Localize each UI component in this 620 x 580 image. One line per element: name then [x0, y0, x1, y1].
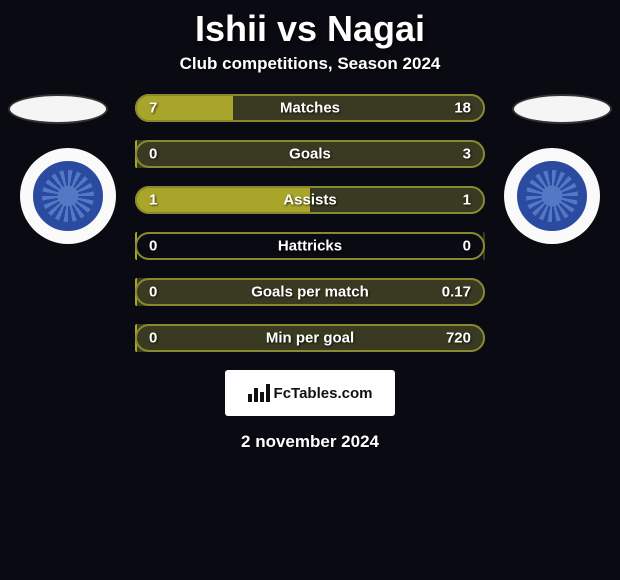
metric-label: Goals — [289, 146, 331, 163]
metric-label: Goals per match — [251, 284, 369, 301]
metric-label: Matches — [280, 100, 340, 117]
metric-row: 7 18 Matches — [135, 94, 485, 122]
club-badge-left — [20, 148, 116, 244]
metric-row: 0 3 Goals — [135, 140, 485, 168]
comparison-content: 7 18 Matches 0 3 Goals 1 1 Assists 0 0 Hattricks 0 0.… — [0, 94, 620, 452]
metric-value-right: 0 — [463, 238, 471, 255]
metric-label: Min per goal — [266, 330, 354, 347]
metric-value-left: 1 — [149, 192, 157, 209]
metric-value-right: 1 — [463, 192, 471, 209]
brand-text: FcTables.com — [274, 385, 373, 402]
metric-value-left: 0 — [149, 284, 157, 301]
club-crest-icon — [517, 161, 587, 231]
metric-fill-left — [135, 232, 137, 260]
club-badge-right — [504, 148, 600, 244]
metric-value-right: 720 — [446, 330, 471, 347]
metric-row: 0 0.17 Goals per match — [135, 278, 485, 306]
player-left-name-plate — [8, 94, 108, 124]
metric-fill-right — [483, 232, 485, 260]
page-title: Ishii vs Nagai — [0, 0, 620, 54]
metric-value-right: 18 — [454, 100, 471, 117]
metric-value-left: 0 — [149, 238, 157, 255]
metric-row: 0 720 Min per goal — [135, 324, 485, 352]
brand-badge: FcTables.com — [225, 370, 395, 416]
player-right-name-plate — [512, 94, 612, 124]
metric-label: Assists — [283, 192, 336, 209]
club-crest-icon — [33, 161, 103, 231]
metric-value-right: 0.17 — [442, 284, 471, 301]
metric-row: 1 1 Assists — [135, 186, 485, 214]
metric-value-left: 0 — [149, 330, 157, 347]
metric-row: 0 0 Hattricks — [135, 232, 485, 260]
metric-fill-right — [233, 94, 485, 122]
metric-label: Hattricks — [278, 238, 342, 255]
metric-value-left: 0 — [149, 146, 157, 163]
metric-bars-container: 7 18 Matches 0 3 Goals 1 1 Assists 0 0 Hattricks 0 0.… — [135, 94, 485, 352]
page-subtitle: Club competitions, Season 2024 — [0, 54, 620, 94]
metric-value-left: 7 — [149, 100, 157, 117]
brand-bars-icon — [248, 384, 270, 402]
footer-date: 2 november 2024 — [0, 432, 620, 452]
metric-value-right: 3 — [463, 146, 471, 163]
